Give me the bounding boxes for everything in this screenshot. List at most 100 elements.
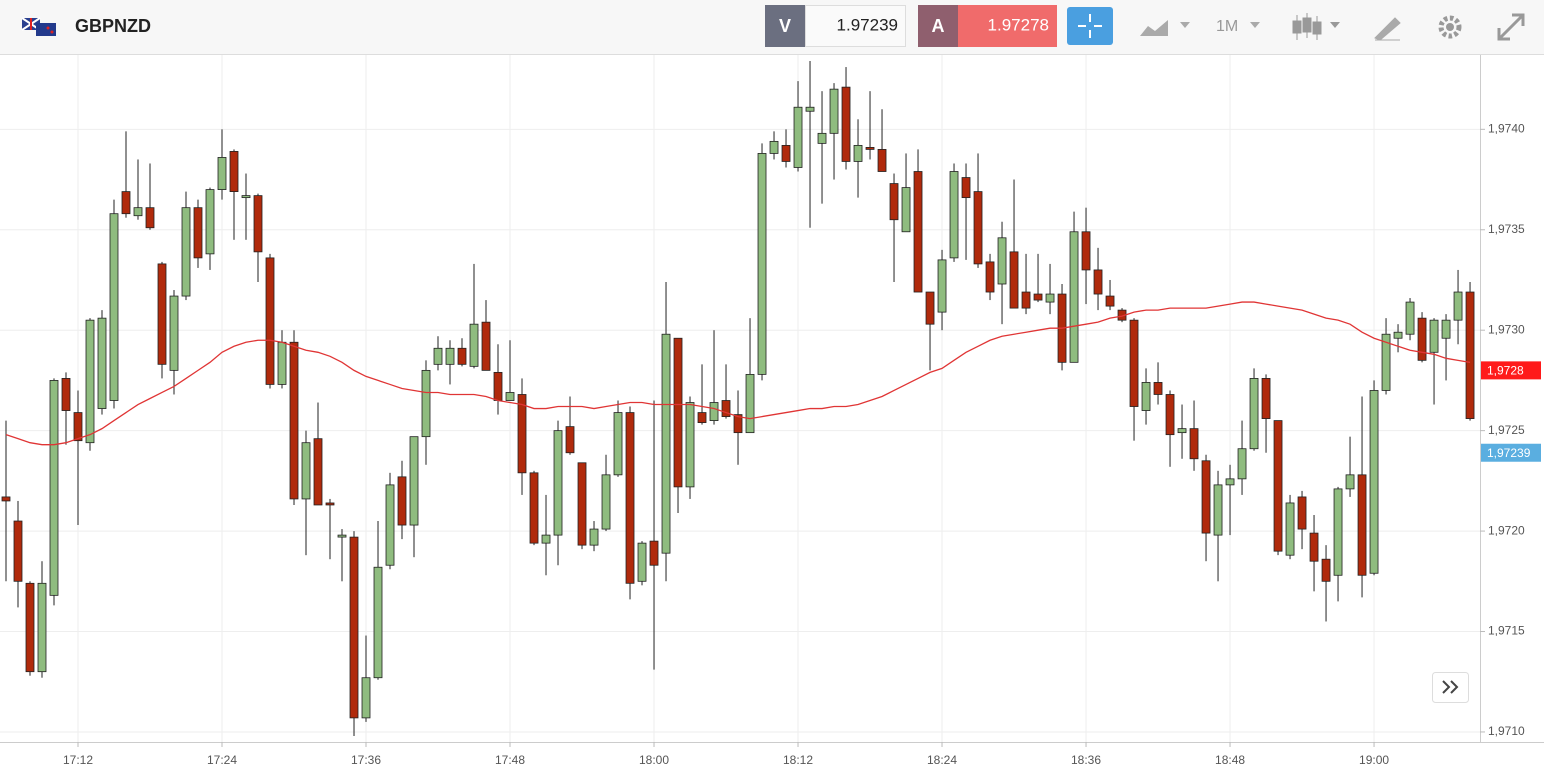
x-tick-label: 18:36 [1071,753,1101,767]
candle-body [73,412,83,442]
candle-body [157,263,167,365]
y-tick-label: 1,9710 [1488,724,1525,738]
candle-body [673,337,683,488]
candle-body [469,323,479,367]
candle-body [1285,502,1295,556]
candle-body [961,177,971,199]
candle-body [637,542,647,582]
candle-body [109,213,119,401]
candle-body [577,462,587,546]
bid-label: V [779,16,791,36]
candle-body [205,189,215,255]
candle-body [589,528,599,546]
indicator-icon[interactable] [1140,20,1190,36]
candle-body [349,536,359,719]
candle-body [1225,478,1235,486]
price-tag [1481,443,1541,462]
candle-body [1381,333,1391,391]
price-tag-label: 1,97239 [1487,446,1531,460]
fullscreen-icon[interactable] [1497,13,1525,41]
candle-body [481,321,491,371]
candle-body [337,534,347,538]
settings-icon-core [1446,23,1454,31]
candle-body [505,392,515,401]
candle-body [409,436,419,526]
candle-body [97,317,107,409]
candle-body [997,237,1007,285]
candle-body [1069,231,1079,363]
candle-body [1453,291,1463,321]
candle-body [1021,291,1031,309]
candle-body [1177,428,1187,434]
candle-body [565,426,575,454]
candle-body [805,106,815,112]
settings-icon[interactable] [1438,15,1462,39]
candle-body [1357,474,1367,576]
x-tick-label: 18:24 [927,753,957,767]
bid-box[interactable] [805,5,906,47]
candle-body [913,171,923,293]
candle-body [973,191,983,265]
candle-body [757,153,767,375]
candle-body [1405,301,1415,335]
candle-body [253,195,263,253]
candle-body [877,149,887,172]
candle-body [733,414,743,434]
candle-body [1309,532,1319,562]
candle-body [169,295,179,371]
candle-body [685,402,695,488]
candle-body [1417,317,1427,361]
candle-body [385,484,395,566]
candle-body [1201,460,1211,534]
candle-body [289,341,299,500]
candle-body [433,347,443,365]
candle-body [1273,420,1283,552]
candle-body [1249,378,1259,450]
chart-type-icon[interactable] [1292,13,1340,40]
candle-body [1153,382,1163,395]
candle-body [553,430,563,536]
candle-body [133,207,143,217]
crosshair-button[interactable] [1067,7,1113,45]
candle-body [745,373,755,434]
candle-body [937,259,947,313]
candle-body [421,369,431,438]
candle-body [529,472,539,544]
candle-body [361,677,371,719]
candle-body [13,520,23,582]
candle-body [37,582,47,673]
candle-body [1321,558,1331,582]
candle-body [1345,474,1355,490]
draw-icon[interactable] [1374,17,1401,41]
candle-body [61,378,71,411]
candle-body [1237,448,1247,480]
candle-body [1081,231,1091,271]
ask-label: A [932,16,945,36]
bid-label-box[interactable] [765,5,805,47]
scroll-button[interactable] [1432,672,1469,703]
candle-body [193,207,203,259]
candle-body [709,402,719,421]
candle-body [25,582,35,673]
x-tick-label: 18:00 [639,753,669,767]
candle-body [217,157,227,190]
candle-body [1369,390,1379,574]
candle-body [1465,291,1475,419]
candle-body [301,442,311,500]
y-tick-label: 1,9725 [1488,423,1525,437]
candle-body [457,347,467,365]
candle-body [901,187,911,233]
x-tick-label: 17:48 [495,753,525,767]
candle-body [781,144,791,162]
y-tick-label: 1,9740 [1488,121,1525,135]
candle-body [1,496,11,502]
price-tag-label: 1,9728 [1487,364,1524,378]
candle-body [613,412,623,476]
timeframe[interactable]: 1M [1216,18,1238,35]
candle-body [325,502,335,506]
candle-body [1393,331,1403,339]
y-tick-label: 1,9715 [1488,624,1525,638]
ask-box[interactable] [958,5,1057,47]
moving-average [5,301,1471,446]
ask-label-box[interactable] [918,5,958,47]
